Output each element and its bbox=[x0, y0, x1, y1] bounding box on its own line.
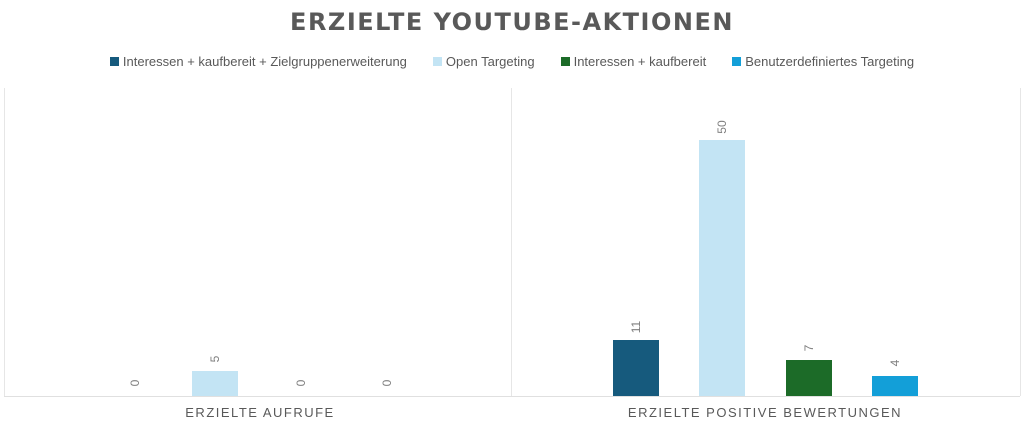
legend-item-interessen-kaufbereit-zielgruppe[interactable]: Interessen + kaufbereit + Zielgruppenerw… bbox=[109, 54, 407, 69]
legend-swatch bbox=[432, 57, 442, 66]
legend-swatch bbox=[109, 57, 119, 66]
plot-area bbox=[4, 88, 1021, 396]
legend-swatch bbox=[560, 57, 570, 66]
legend-item-interessen-kaufbereit[interactable]: Interessen + kaufbereit bbox=[560, 54, 707, 69]
data-label: 5 bbox=[208, 355, 222, 363]
legend-label: Interessen + kaufbereit bbox=[573, 54, 707, 69]
data-label: 0 bbox=[380, 379, 394, 387]
bar-bewertungen-interessen-kaufbereit[interactable] bbox=[786, 360, 832, 396]
legend-label: Benutzerdefiniertes Targeting bbox=[745, 54, 915, 69]
data-label: 0 bbox=[128, 379, 142, 387]
legend-item-open-targeting[interactable]: Open Targeting bbox=[432, 54, 535, 69]
data-label: 11 bbox=[629, 320, 643, 334]
category-label: ERZIELTE POSITIVE BEWERTUNGEN bbox=[627, 405, 903, 420]
data-label: 4 bbox=[888, 359, 902, 367]
chart-title: ERZIELTE YOUTUBE-AKTIONEN bbox=[290, 8, 734, 36]
legend-label: Interessen + kaufbereit + Zielgruppenerw… bbox=[122, 54, 407, 69]
bar-bewertungen-open-targeting[interactable] bbox=[699, 140, 745, 396]
legend-item-benutzerdefiniert[interactable]: Benutzerdefiniertes Targeting bbox=[732, 54, 914, 69]
x-axis-line bbox=[4, 396, 1020, 397]
data-label: 0 bbox=[294, 379, 308, 387]
category-label: ERZIELTE AUFRUFE bbox=[185, 405, 335, 420]
legend-swatch bbox=[732, 57, 742, 66]
data-label: 7 bbox=[802, 344, 816, 352]
data-label: 50 bbox=[715, 120, 729, 134]
bar-aufrufe-open-targeting[interactable] bbox=[192, 371, 238, 396]
legend-label: Open Targeting bbox=[445, 54, 535, 69]
bar-bewertungen-benutzerdefiniert[interactable] bbox=[872, 376, 918, 396]
category-divider bbox=[511, 88, 512, 396]
bar-bewertungen-interessen-kaufbereit-zielgruppe[interactable] bbox=[613, 340, 659, 396]
legend: Interessen + kaufbereit + Zielgruppenerw… bbox=[0, 54, 1024, 69]
